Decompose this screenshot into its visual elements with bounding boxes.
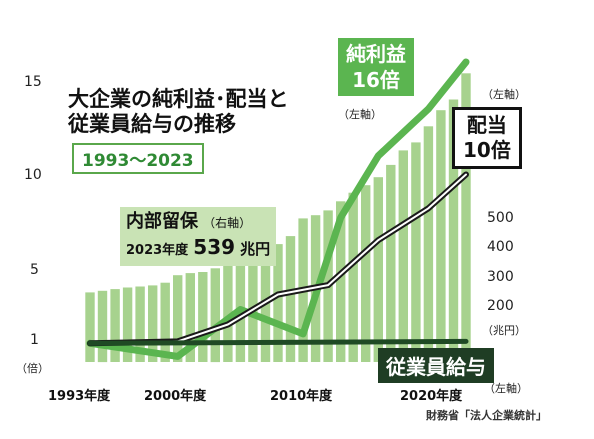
y-right-unit: （兆円） xyxy=(482,324,526,337)
wage-axis-note: （左軸） xyxy=(484,382,528,395)
source-note: 財務省「法人企業統計」 xyxy=(426,409,547,422)
line-wage xyxy=(87,338,469,346)
bar-2003 xyxy=(210,268,220,363)
retained-value: 539 xyxy=(193,235,236,259)
y-left-tick-10: 10 xyxy=(24,167,42,183)
y-right-tick-300: 300 xyxy=(487,269,514,285)
line-net-income xyxy=(86,58,470,360)
chart-title-line1: 大企業の純利益･配当と xyxy=(68,87,289,111)
net-income-badge: 純利益 16倍 xyxy=(338,38,414,96)
bar-1999 xyxy=(160,282,170,362)
y-right-tick-400: 400 xyxy=(487,239,514,255)
bar-2023 xyxy=(461,73,471,363)
y-left-tick-1: 1 xyxy=(30,332,39,348)
retained-label: 内部留保 xyxy=(126,211,198,232)
bar-2020 xyxy=(423,126,434,362)
bar-2008 xyxy=(273,244,283,362)
net-income-value: 16倍 xyxy=(352,68,400,92)
net-income-axis-note: （左軸） xyxy=(338,108,382,121)
bar-2016 xyxy=(373,177,383,362)
bar-2018 xyxy=(398,150,408,362)
bar-2004 xyxy=(223,262,233,362)
y-left-tick-15: 15 xyxy=(24,74,42,90)
bar-1996 xyxy=(122,287,133,362)
bar-1998 xyxy=(148,285,158,362)
bar-2017 xyxy=(386,164,396,362)
wage-badge: 従業員給与 xyxy=(378,348,494,383)
y-right-tick-500: 500 xyxy=(487,210,514,226)
period-label: 1993〜2023 xyxy=(72,143,204,174)
retained-unit: 兆円 xyxy=(240,240,271,258)
dividend-label: 配当 xyxy=(466,113,507,137)
x-tick-2010: 2010年度 xyxy=(270,389,333,404)
bar-2009 xyxy=(285,236,296,362)
x-tick-2000: 2000年度 xyxy=(144,389,207,404)
chart-title-line2: 従業員給与の推移 xyxy=(68,112,236,136)
bar-2002 xyxy=(198,272,208,362)
x-tick-2020: 2020年度 xyxy=(400,389,463,404)
bar-1994 xyxy=(97,290,108,363)
bar-2021 xyxy=(436,110,446,362)
bar-1995 xyxy=(110,289,120,362)
bar-1993 xyxy=(85,292,95,362)
bar-2015 xyxy=(361,185,371,362)
bar-2000 xyxy=(173,275,183,362)
bar-2019 xyxy=(411,142,421,362)
x-tick-1993: 1993年度 xyxy=(48,389,111,404)
bar-2014 xyxy=(348,192,358,362)
bar-2001 xyxy=(185,273,195,362)
dividend-axis-note: （左軸） xyxy=(482,88,526,101)
dividend-value: 10倍 xyxy=(463,138,511,162)
y-left-tick-5: 5 xyxy=(30,262,39,278)
y-right-tick-200: 200 xyxy=(487,298,514,314)
retained-axis-note: （右軸） xyxy=(203,216,252,230)
dividend-badge: 配当 10倍 xyxy=(452,107,522,169)
retained-earnings-callout: 内部留保 （右軸） 2023年度 539 兆円 xyxy=(120,207,277,266)
bar-1997 xyxy=(135,286,145,362)
bar-2013 xyxy=(336,201,346,362)
line-dividend-inner xyxy=(89,173,467,345)
retained-year: 2023年度 xyxy=(126,243,189,258)
y-left-unit: （倍） xyxy=(16,362,49,375)
net-income-label: 純利益 xyxy=(346,42,406,66)
bar-2022 xyxy=(448,99,459,362)
